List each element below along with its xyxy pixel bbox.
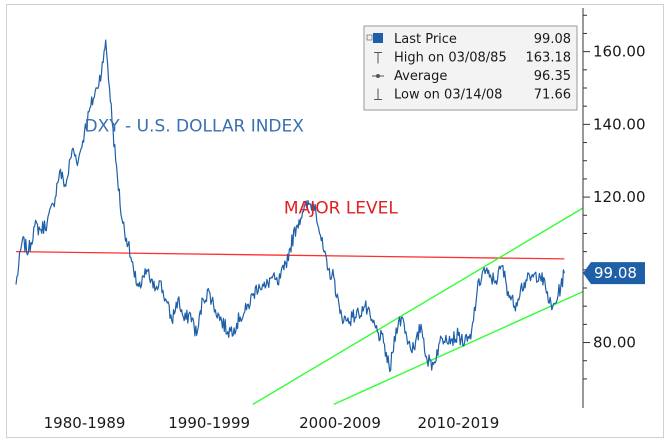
channel-lower-line xyxy=(333,290,584,406)
legend-entry-name: High on 03/08/85 xyxy=(394,51,507,66)
legend-entry-name: Last Price xyxy=(394,32,457,47)
high-marker-icon xyxy=(374,52,382,64)
y-tick-label: 160.00 xyxy=(593,43,646,61)
annotations: DXY - U.S. DOLLAR INDEX MAJOR LEVEL xyxy=(85,117,399,219)
major-level-line xyxy=(15,250,565,260)
y-axis: 160.00 140.00 120.00 80.00 99.08 xyxy=(582,8,646,408)
y-tick-label: 120.00 xyxy=(593,188,646,206)
legend-swatch-icon xyxy=(373,33,383,43)
legend-entry-value: 163.18 xyxy=(526,51,572,66)
chart-title: DXY - U.S. DOLLAR INDEX xyxy=(85,117,305,137)
legend: Last Price 99.08 High on 03/08/85 163.18 Ave… xyxy=(363,25,578,111)
legend-entry-value: 99.08 xyxy=(534,32,571,47)
channel-upper-line xyxy=(252,207,584,405)
major-level-label: MAJOR LEVEL xyxy=(284,198,398,218)
legend-entry-name: Low on 03/14/08 xyxy=(394,88,502,103)
legend-entry-value: 96.35 xyxy=(534,69,571,84)
x-axis-labels: 1980-1989 1990-1999 2000-2009 2010-2019 xyxy=(44,414,500,432)
y-tick-label: 140.00 xyxy=(593,115,646,133)
series-line-0 xyxy=(15,39,565,373)
x-tick-label: 2000-2009 xyxy=(299,414,381,432)
legend-box xyxy=(363,25,578,111)
legend-entry-name: Average xyxy=(394,69,447,84)
low-marker-icon xyxy=(374,88,382,100)
legend-entry-value: 71.66 xyxy=(534,88,571,103)
chart-frame xyxy=(6,4,664,438)
x-tick-label: 1980-1989 xyxy=(44,414,126,432)
legend-toggle-icon xyxy=(366,34,373,41)
plot-layer xyxy=(15,39,584,406)
x-tick-label: 1990-1999 xyxy=(168,414,250,432)
last-price-marker xyxy=(583,262,645,285)
average-dot-icon xyxy=(376,74,380,78)
x-tick-label: 2010-2019 xyxy=(418,414,500,432)
last-price-label: 99.08 xyxy=(594,264,637,282)
y-tick-label: 80.00 xyxy=(593,334,636,352)
